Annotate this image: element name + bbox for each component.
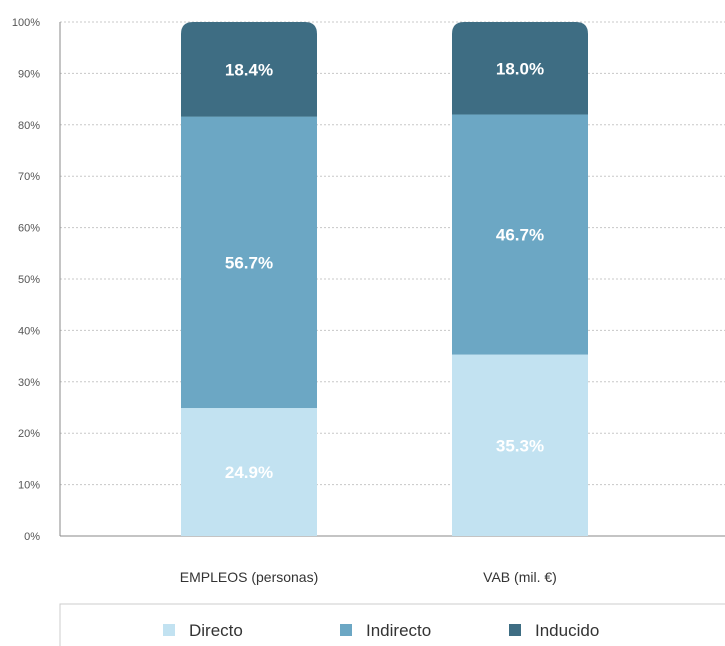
legend-swatch <box>163 624 175 636</box>
legend-swatch <box>509 624 521 636</box>
y-tick-label: 0% <box>24 531 40 543</box>
bar-segment <box>181 408 317 536</box>
bar-segment <box>452 354 588 536</box>
bar-segment <box>181 22 317 117</box>
y-tick-label: 60% <box>18 223 40 235</box>
category-label: EMPLEOS (personas) <box>180 569 319 585</box>
category-label: VAB (mil. €) <box>483 569 557 585</box>
legend: Directo Indirecto Inducido <box>59 603 725 646</box>
legend-label: Inducido <box>535 621 599 640</box>
data-label: 18.0% <box>496 59 544 78</box>
bar-segment <box>181 116 317 409</box>
gridlines <box>60 21 725 486</box>
legend-swatch <box>340 624 352 636</box>
bar-segment <box>452 22 588 115</box>
data-label: 46.7% <box>496 226 544 245</box>
y-tick-label: 40% <box>18 325 40 337</box>
legend-label: Indirecto <box>366 621 431 640</box>
x-axis-labels: EMPLEOS (personas) VAB (mil. €) <box>180 569 557 585</box>
y-tick-label: 10% <box>18 480 40 492</box>
y-tick-label: 30% <box>18 377 40 389</box>
legend-label: Directo <box>189 621 243 640</box>
data-label: 35.3% <box>496 436 544 455</box>
y-tick-label: 20% <box>18 428 40 440</box>
y-tick-label: 80% <box>18 120 40 132</box>
bar-segment <box>452 114 588 355</box>
y-tick-label: 50% <box>18 274 40 286</box>
y-tick-label: 70% <box>18 171 40 183</box>
bars: 24.9% 56.7% 18.4% 35.3% 46.7% 18.0% <box>181 22 588 536</box>
data-label: 56.7% <box>225 253 273 272</box>
y-tick-label: 100% <box>12 17 40 29</box>
y-axis: 0% 10% 20% 30% 40% 50% 60% 70% 80% 90% 100% <box>12 17 40 543</box>
data-label: 18.4% <box>225 60 273 79</box>
y-tick-label: 90% <box>18 68 40 80</box>
data-label: 24.9% <box>225 463 273 482</box>
